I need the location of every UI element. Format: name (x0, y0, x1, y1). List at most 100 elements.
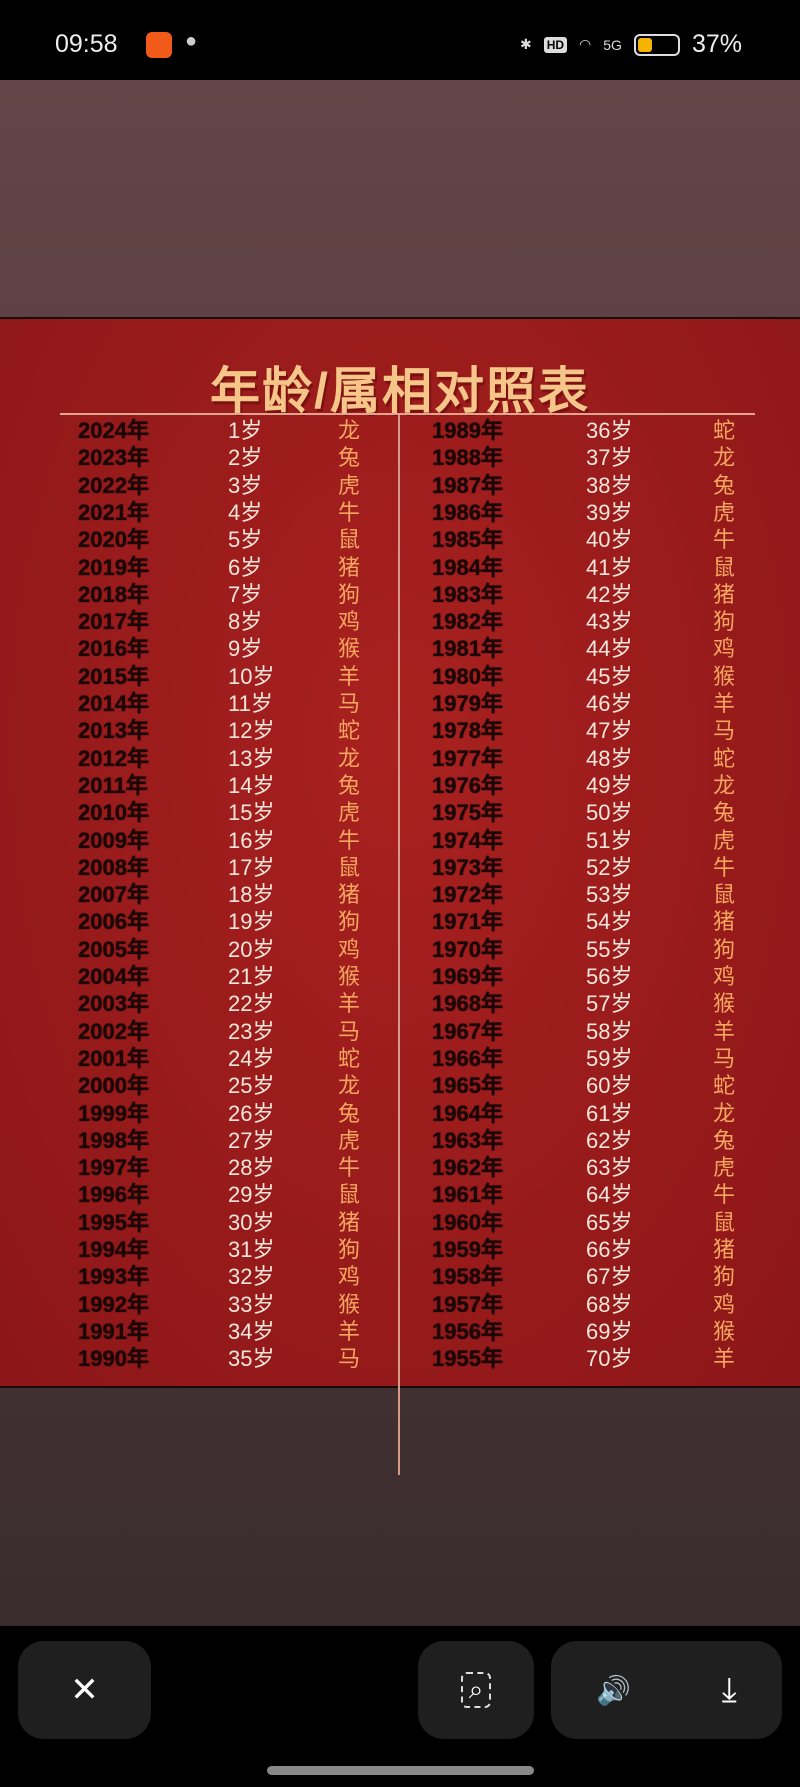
zodiac: 虎 (713, 827, 736, 853)
birth-year: 1985年 (432, 527, 503, 553)
table-row: 2016年 9岁 猴 (0, 635, 800, 662)
age: 63岁 (586, 1155, 633, 1181)
table-row: 1956年 69岁 猴 (0, 1318, 800, 1345)
birth-year: 2023年 (78, 445, 149, 471)
birth-year: 1959年 (432, 1237, 503, 1262)
app-notification-icon (146, 32, 172, 58)
zodiac: 猴 (713, 991, 736, 1017)
table-row: 2000年 25岁 龙 (0, 1072, 800, 1099)
birth-year: 2007年 (78, 882, 149, 908)
age: 58岁 (586, 1018, 633, 1044)
close-icon: ✕ (70, 1671, 99, 1709)
zodiac: 龙 (338, 745, 361, 771)
birth-year: 2022年 (78, 472, 149, 498)
zodiac: 狗 (338, 1237, 361, 1262)
zodiac: 鸡 (713, 636, 736, 662)
bluetooth-icon: ✱ (519, 36, 532, 52)
age: 56岁 (586, 964, 633, 989)
zodiac: 虎 (713, 1155, 736, 1181)
zodiac: 虎 (338, 472, 361, 498)
zodiac: 牛 (338, 1155, 361, 1181)
age: 60岁 (586, 1073, 633, 1099)
age: 8岁 (228, 609, 263, 635)
age: 46岁 (586, 691, 633, 716)
zodiac: 鼠 (338, 854, 361, 880)
table-row: 2020年 5岁 鼠 (0, 526, 800, 553)
wechat-icon: ● (185, 30, 198, 52)
table-row: 2009年 16岁 牛 (0, 827, 800, 854)
speaker-icon[interactable]: 🔊 (596, 1674, 632, 1706)
birth-year: 2005年 (78, 936, 149, 962)
table-row: 1959年 66岁 猪 (0, 1236, 800, 1263)
age: 4岁 (228, 499, 263, 525)
home-indicator[interactable] (267, 1766, 534, 1775)
download-icon[interactable]: ⤓ (721, 1670, 737, 1709)
5g-signal-icon: 5G (603, 36, 622, 53)
zodiac: 猴 (338, 1291, 361, 1317)
age: 68岁 (586, 1291, 633, 1317)
age: 52岁 (586, 854, 633, 880)
zodiac: 鼠 (338, 527, 361, 553)
birth-year: 2018年 (78, 581, 149, 607)
table-row: 2019年 6岁 猪 (0, 554, 800, 581)
table-row: 2012年 13岁 龙 (0, 745, 800, 772)
birth-year: 1994年 (78, 1237, 149, 1262)
table-row: 1965年 60岁 蛇 (0, 1072, 800, 1099)
birth-year: 1955年 (432, 1346, 503, 1372)
table-row: 1960年 65岁 鼠 (0, 1209, 800, 1236)
bottom-toolbar: ✕ ⌕ 🔊 ⤓ (0, 1626, 800, 1787)
battery-percent: 37% (691, 30, 742, 58)
table-row: 1997年 28岁 牛 (0, 1154, 800, 1181)
age: 41岁 (586, 554, 633, 580)
age: 34岁 (228, 1318, 275, 1344)
zodiac: 牛 (713, 854, 736, 880)
table-row: 1969年 56岁 鸡 (0, 963, 800, 990)
zodiac: 狗 (713, 936, 736, 962)
age: 3岁 (228, 472, 263, 498)
table-row: 1994年 31岁 狗 (0, 1236, 800, 1263)
birth-year: 2017年 (78, 609, 149, 635)
age: 11岁 (228, 691, 273, 716)
age: 43岁 (586, 609, 633, 635)
birth-year: 1984年 (432, 554, 503, 580)
age: 36岁 (586, 418, 633, 443)
table-row: 1964年 61岁 龙 (0, 1100, 800, 1127)
age: 64岁 (586, 1182, 633, 1208)
age: 10岁 (228, 663, 275, 689)
zodiac: 蛇 (338, 1045, 361, 1071)
birth-year: 2021年 (78, 499, 149, 525)
age: 49岁 (586, 772, 633, 798)
zodiac: 羊 (713, 691, 736, 716)
birth-year: 1962年 (432, 1155, 503, 1181)
birth-year: 1986年 (432, 499, 503, 525)
birth-year: 2004年 (78, 964, 149, 989)
poster-title: 年龄/属相对照表 (210, 363, 590, 419)
birth-year: 1989年 (432, 418, 503, 443)
close-button[interactable]: ✕ (18, 1641, 151, 1739)
age: 5岁 (228, 527, 263, 553)
table-row: 1995年 30岁 猪 (0, 1209, 800, 1236)
table-row: 1972年 53岁 鼠 (0, 881, 800, 908)
birth-year: 1992年 (78, 1291, 149, 1317)
table-row: 1957年 68岁 鸡 (0, 1291, 800, 1318)
table-row: 2022年 3岁 虎 (0, 472, 800, 499)
age: 24岁 (228, 1045, 275, 1071)
zodiac: 马 (338, 691, 361, 716)
zodiac: 猴 (338, 964, 361, 989)
table-row: 2018年 7岁 狗 (0, 581, 800, 608)
clock: 09:58 (55, 30, 118, 58)
birth-year: 2012年 (78, 745, 149, 771)
age: 59岁 (586, 1045, 633, 1071)
zodiac: 猪 (338, 1209, 361, 1235)
age: 30岁 (228, 1209, 275, 1235)
age: 22岁 (228, 991, 275, 1017)
table-row: 1982年 43岁 狗 (0, 608, 800, 635)
zodiac: 马 (713, 718, 736, 744)
zodiac: 猴 (713, 663, 736, 689)
birth-year: 1958年 (432, 1264, 503, 1290)
birth-year: 1974年 (432, 827, 503, 853)
table-row: 1967年 58岁 羊 (0, 1018, 800, 1045)
age: 32岁 (228, 1264, 275, 1290)
visual-search-button[interactable]: ⌕ (418, 1641, 534, 1739)
age: 40岁 (586, 527, 633, 553)
